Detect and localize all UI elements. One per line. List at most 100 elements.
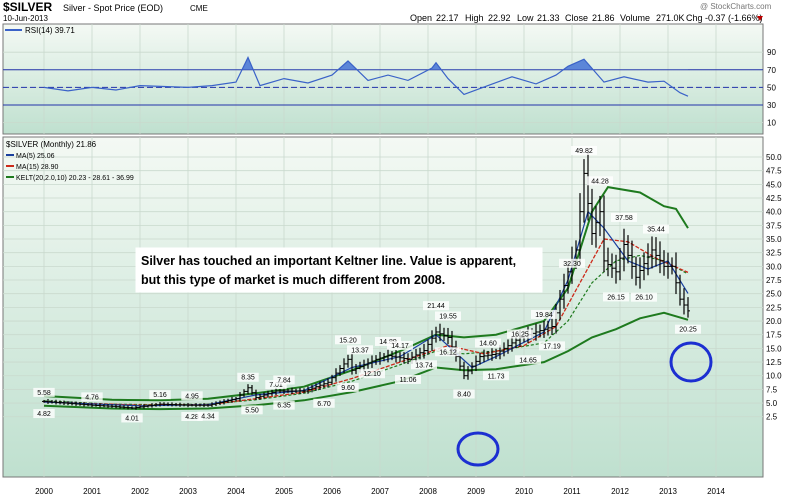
ohlc-bar	[318, 381, 322, 390]
data-label-bg	[539, 341, 565, 351]
data-label-bg	[197, 411, 219, 421]
data-label-text: 19.84	[535, 312, 553, 319]
ohlc-bar	[606, 247, 610, 277]
ohlc-bar	[58, 400, 62, 405]
data-label-text: 14.60	[479, 341, 497, 348]
highlight-circle-2008-low	[456, 431, 500, 467]
data-label: 8.35	[237, 372, 259, 382]
data-label: 4.95	[181, 391, 203, 401]
data-label-text: 49.82	[575, 148, 593, 155]
ohlc-bar	[646, 243, 650, 276]
data-label-text: 7.84	[277, 378, 291, 385]
chart-symbol: $SILVER	[3, 0, 52, 14]
ohlc-bar	[66, 401, 70, 406]
ohlc-bar	[674, 252, 678, 295]
high-label: High	[465, 13, 484, 23]
data-label-bg	[335, 335, 361, 345]
chart-exchange: CME	[190, 4, 208, 13]
ohlc-bar	[506, 339, 510, 354]
data-label-bg	[423, 301, 449, 311]
ohlc-bar	[558, 289, 562, 321]
ohlc-bar	[578, 193, 582, 264]
price-y-tick-label: 32.5	[766, 249, 782, 258]
data-label-bg	[149, 390, 171, 400]
ohlc-bar	[438, 323, 442, 342]
data-label: 6.35	[273, 400, 295, 410]
data-label-text: 4.34	[201, 414, 215, 421]
annotation-box	[135, 247, 543, 293]
price-y-tick-label: 42.5	[766, 194, 782, 203]
legend-ma5: MA(5) 25.06	[16, 153, 55, 160]
price-y-tick-label: 45.0	[766, 180, 782, 189]
ohlc-bar	[110, 404, 114, 408]
volume-value: 271.0K	[656, 13, 685, 23]
x-tick-label: 2013	[659, 487, 677, 496]
ohlc-bar	[470, 362, 474, 375]
ohlc-bar	[666, 252, 670, 279]
ohlc-bar	[74, 401, 78, 406]
stockcharts-watermark: @ StockCharts.com	[700, 2, 772, 11]
data-label-bg	[631, 292, 657, 302]
rsi-line	[43, 56, 689, 97]
ohlc-bar	[182, 403, 186, 407]
ohlc-bar	[46, 398, 50, 404]
ohlc-bar	[546, 320, 550, 336]
price-y-tick-label: 37.5	[766, 221, 782, 230]
price-y-tick-label: 35.0	[766, 235, 782, 244]
ohlc-bar	[122, 405, 126, 409]
keltner-lower-line	[43, 311, 689, 411]
data-label-text: 4.95	[185, 393, 199, 400]
data-label-bg	[531, 309, 557, 319]
data-label-text: 14.65	[519, 357, 537, 364]
rsi-legend-label: RSI(14) 39.71	[25, 26, 75, 35]
ohlc-bar	[218, 400, 222, 406]
data-label-bg	[387, 340, 413, 350]
data-label-text: 17.19	[543, 343, 561, 350]
data-label: 14.60	[475, 338, 501, 348]
x-tick-label: 2001	[83, 487, 101, 496]
data-label-text: 4.76	[85, 394, 99, 401]
ohlc-bar	[214, 401, 218, 407]
rsi-y-tick-label: 30	[767, 101, 776, 110]
chg-down-arrow-icon	[757, 16, 763, 21]
ohlc-bar	[630, 240, 634, 279]
data-label-bg	[181, 411, 203, 421]
ohlc-bar	[394, 350, 398, 363]
data-label-bg	[435, 347, 461, 357]
data-label-text: 4.28	[185, 414, 199, 421]
ohlc-bar	[118, 404, 122, 409]
ohlc-bar	[62, 400, 66, 405]
ohlc-bar	[418, 347, 422, 360]
ohlc-bar	[510, 335, 514, 352]
data-label-text: 7.01	[269, 382, 283, 389]
ohlc-bar	[538, 324, 542, 338]
ohlc-bar	[582, 159, 586, 223]
ohlc-bar	[678, 274, 682, 306]
ohlc-bar	[370, 355, 374, 368]
rsi-y-tick-label: 50	[767, 83, 776, 92]
data-label-bg	[265, 380, 287, 390]
data-label-bg	[273, 375, 295, 385]
ohlc-bar	[654, 237, 658, 267]
data-label-bg	[483, 371, 509, 381]
ohlc-bar	[138, 405, 142, 409]
price-y-tick-label: 25.0	[766, 290, 782, 299]
ohlc-bar	[642, 252, 646, 281]
price-y-tick-label: 40.0	[766, 208, 782, 217]
ohlc-bar	[298, 387, 302, 394]
data-label: 49.82	[571, 145, 597, 155]
price-y-tick-label: 22.5	[766, 303, 782, 312]
x-tick-label: 2014	[707, 487, 725, 496]
data-label: 14.65	[515, 355, 541, 365]
data-label-text: 4.82	[37, 411, 51, 418]
ohlc-bar	[618, 248, 622, 281]
data-label-bg	[587, 176, 613, 186]
ohlc-bar	[146, 404, 150, 408]
close-value: 21.86	[592, 13, 615, 23]
ohlc-bar	[354, 364, 358, 375]
ohlc-bar	[70, 401, 74, 406]
data-label-bg	[313, 398, 335, 408]
data-label-bg	[337, 382, 359, 392]
ohlc-bar	[686, 297, 690, 318]
x-tick-label: 2002	[131, 487, 149, 496]
